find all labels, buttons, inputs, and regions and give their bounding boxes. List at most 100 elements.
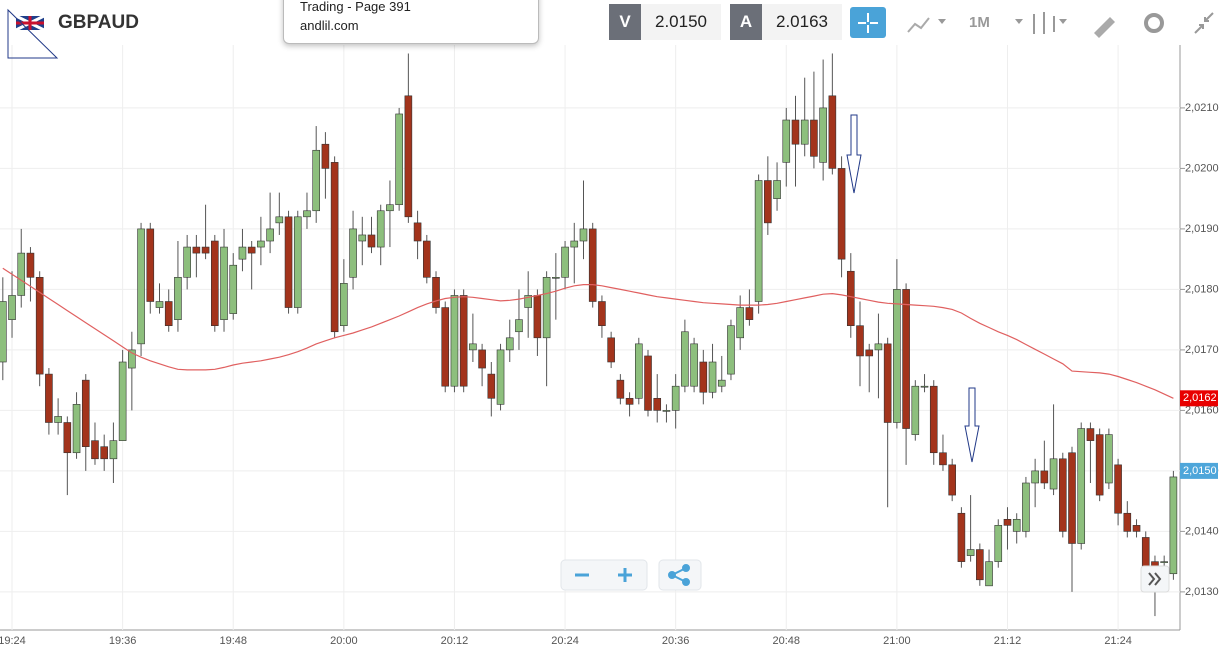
x-tick-label: 20:12 [441, 635, 469, 647]
candle-body [404, 95, 413, 218]
candle-body [819, 107, 827, 163]
candle-body [100, 446, 108, 460]
candle-body [220, 246, 228, 320]
candle-body [1058, 458, 1067, 532]
candle-body [26, 252, 35, 278]
candle-body [856, 325, 864, 357]
candle-body [1068, 452, 1076, 544]
candle-body [340, 283, 348, 327]
sell-price[interactable]: 2.0150 [641, 4, 721, 40]
candle-body [745, 307, 754, 320]
candle-body [588, 228, 597, 302]
candle-body [939, 452, 947, 466]
candle-body [764, 180, 772, 224]
candle-body [487, 373, 496, 399]
candle-body [1105, 434, 1113, 484]
candle-body [1031, 470, 1039, 484]
candle-body [1022, 482, 1030, 532]
zoom-in[interactable] [618, 568, 632, 582]
candle-body [1012, 518, 1021, 532]
x-tick-label: 19:36 [109, 635, 137, 647]
candle-body [229, 264, 238, 314]
candle-body [533, 295, 542, 339]
candle-body [201, 246, 210, 254]
candle-body [1141, 537, 1150, 568]
candle-body [432, 277, 440, 308]
candle-body [0, 301, 7, 363]
x-tick-label: 21:24 [1104, 635, 1132, 647]
candle-body [782, 119, 791, 163]
candle-body [164, 301, 173, 327]
tooltip-popup: Trading - Page 391 andlil.com [283, 0, 539, 44]
x-tick-label: 21:12 [994, 635, 1022, 647]
candle-body [524, 295, 532, 308]
candle-body [911, 385, 920, 435]
candle-icon[interactable] [1033, 12, 1055, 34]
candle-body [773, 180, 781, 199]
candle-body [118, 361, 127, 441]
y-tick-label: 2,0200 [1185, 162, 1219, 174]
toolbar: GBPAUD Trading - Page 391 andlil.com V 2… [0, 0, 1226, 59]
candle-body [303, 210, 311, 218]
candle-body [1132, 525, 1141, 532]
candle-body [128, 349, 136, 369]
sell-label[interactable]: V [609, 4, 641, 40]
candle-body [312, 149, 320, 212]
candle-body [1169, 476, 1178, 575]
candle-body [155, 301, 164, 308]
candle-body [367, 234, 376, 248]
crosshair-icon [858, 13, 878, 33]
settings-icon[interactable] [1144, 13, 1164, 33]
candle-body [349, 228, 357, 278]
scroll-icon [1148, 572, 1162, 586]
symbol: GBPAUD [58, 12, 139, 33]
zoom-controls [560, 559, 1170, 593]
popup-title: Trading - Page 391 [300, 0, 411, 14]
y-tick-label: 2,0160 [1185, 404, 1219, 416]
share-button[interactable] [658, 559, 702, 591]
moving-average [2, 267, 1174, 399]
draw-icon[interactable] [1094, 17, 1115, 38]
x-tick-label: 21:00 [883, 635, 911, 647]
price-tag-label: 2,0162 [1183, 392, 1217, 404]
candle-body [690, 343, 698, 387]
x-tick-label: 20:00 [330, 635, 358, 647]
candle-body [800, 119, 809, 145]
crosshair-button[interactable] [850, 7, 886, 38]
candle-body [579, 228, 588, 242]
candle-body [902, 289, 910, 429]
y-tick-label: 2,0170 [1185, 344, 1219, 356]
candle-body [63, 422, 72, 454]
chart-type-icon[interactable] [907, 17, 930, 33]
candle-body [72, 404, 81, 454]
candle-body [948, 464, 956, 496]
down-arrow [846, 114, 862, 194]
candle-body [1077, 428, 1086, 544]
candle-body [35, 277, 44, 375]
buy-price[interactable]: 2.0163 [762, 4, 842, 40]
candle-body [137, 228, 145, 345]
candle-body [293, 216, 302, 308]
candle-body [865, 349, 874, 357]
candle-body [828, 95, 837, 169]
share-icon [668, 564, 690, 586]
candle-body [607, 337, 615, 363]
candle-body [671, 385, 680, 411]
candle-body [192, 246, 201, 254]
candle-body [1160, 561, 1168, 563]
candle-body [17, 252, 26, 296]
y-tick-label: 2,0190 [1185, 223, 1219, 235]
candle-body [358, 234, 367, 242]
candle-body [708, 361, 717, 393]
candle-body [321, 143, 330, 169]
buy-label[interactable]: A [730, 4, 762, 40]
candle-body [634, 343, 643, 399]
dropdown-carets [938, 19, 1067, 24]
candle-body [284, 216, 293, 308]
timeframe[interactable]: 1M [969, 14, 990, 31]
candle-body [920, 385, 929, 388]
candle-body [976, 549, 984, 581]
candle-body [275, 216, 284, 224]
collapse-icon[interactable] [1190, 0, 1220, 46]
